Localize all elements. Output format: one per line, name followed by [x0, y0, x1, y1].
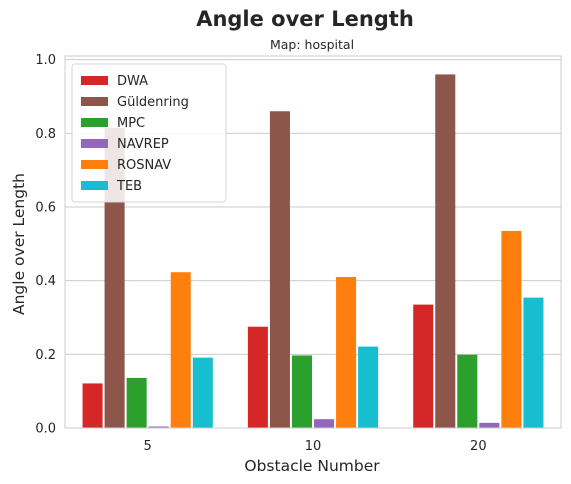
legend-label-mpc: MPC	[117, 116, 145, 131]
bar-rosnav-5	[170, 272, 191, 428]
x-tick-label: 10	[305, 439, 322, 454]
bar-dwa-5	[82, 383, 103, 428]
bar-navrep-20	[479, 422, 500, 428]
legend-label-rosnav: ROSNAV	[117, 158, 171, 173]
bar-dwa-10	[247, 326, 268, 428]
bar-navrep-5	[148, 426, 169, 428]
bar-güldenring-20	[435, 74, 456, 429]
legend-swatch-mpc	[81, 118, 108, 127]
plot-frame	[64, 55, 562, 429]
chart-subtitle: Map: hospital	[270, 37, 354, 52]
bar-mpc-5	[126, 377, 147, 428]
bar-teb-5	[192, 357, 213, 428]
x-axis-ticks: 5 10 20	[144, 439, 487, 454]
plot-border	[64, 55, 562, 429]
y-tick-label: 0.6	[35, 201, 56, 216]
legend-label-teb: TEB	[116, 179, 142, 194]
x-tick-label: 5	[144, 439, 152, 454]
legend: DWA Güldenring MPC NAVREP ROSNAV TEB	[71, 63, 227, 203]
bar-güldenring-5	[104, 127, 125, 429]
legend-swatch-güldenring	[81, 97, 108, 106]
y-tick-label: 1.0	[35, 53, 56, 68]
bar-güldenring-10	[269, 111, 290, 428]
bar-teb-20	[523, 297, 544, 428]
chart-title: Angle over Length	[196, 7, 414, 31]
legend-box	[71, 63, 227, 203]
bar-mpc-20	[457, 354, 478, 428]
y-axis-label: Angle over Length	[10, 173, 28, 315]
legend-label-güldenring: Güldenring	[117, 95, 189, 110]
legend-swatch-navrep	[81, 139, 108, 148]
y-tick-label: 0.0	[35, 422, 56, 437]
bar-teb-10	[358, 346, 379, 428]
bar-dwa-20	[413, 304, 434, 428]
legend-label-navrep: NAVREP	[117, 137, 169, 152]
y-axis-ticks: 0.0 0.2 0.4 0.6 0.8 1.0	[35, 53, 56, 436]
y-tick-label: 0.2	[35, 348, 56, 363]
x-axis-label: Obstacle Number	[244, 457, 380, 475]
legend-swatch-dwa	[81, 76, 108, 85]
bar-rosnav-10	[336, 276, 357, 428]
bar-mpc-10	[291, 355, 312, 428]
bar-navrep-10	[314, 419, 335, 428]
legend-swatch-rosnav	[81, 160, 108, 169]
x-tick-label: 20	[470, 439, 487, 454]
y-tick-label: 0.8	[35, 127, 56, 142]
legend-label-dwa: DWA	[117, 74, 148, 89]
y-tick-label: 0.4	[35, 274, 56, 289]
bar-rosnav-20	[501, 230, 522, 428]
bars	[82, 74, 544, 429]
legend-swatch-teb	[81, 181, 108, 190]
